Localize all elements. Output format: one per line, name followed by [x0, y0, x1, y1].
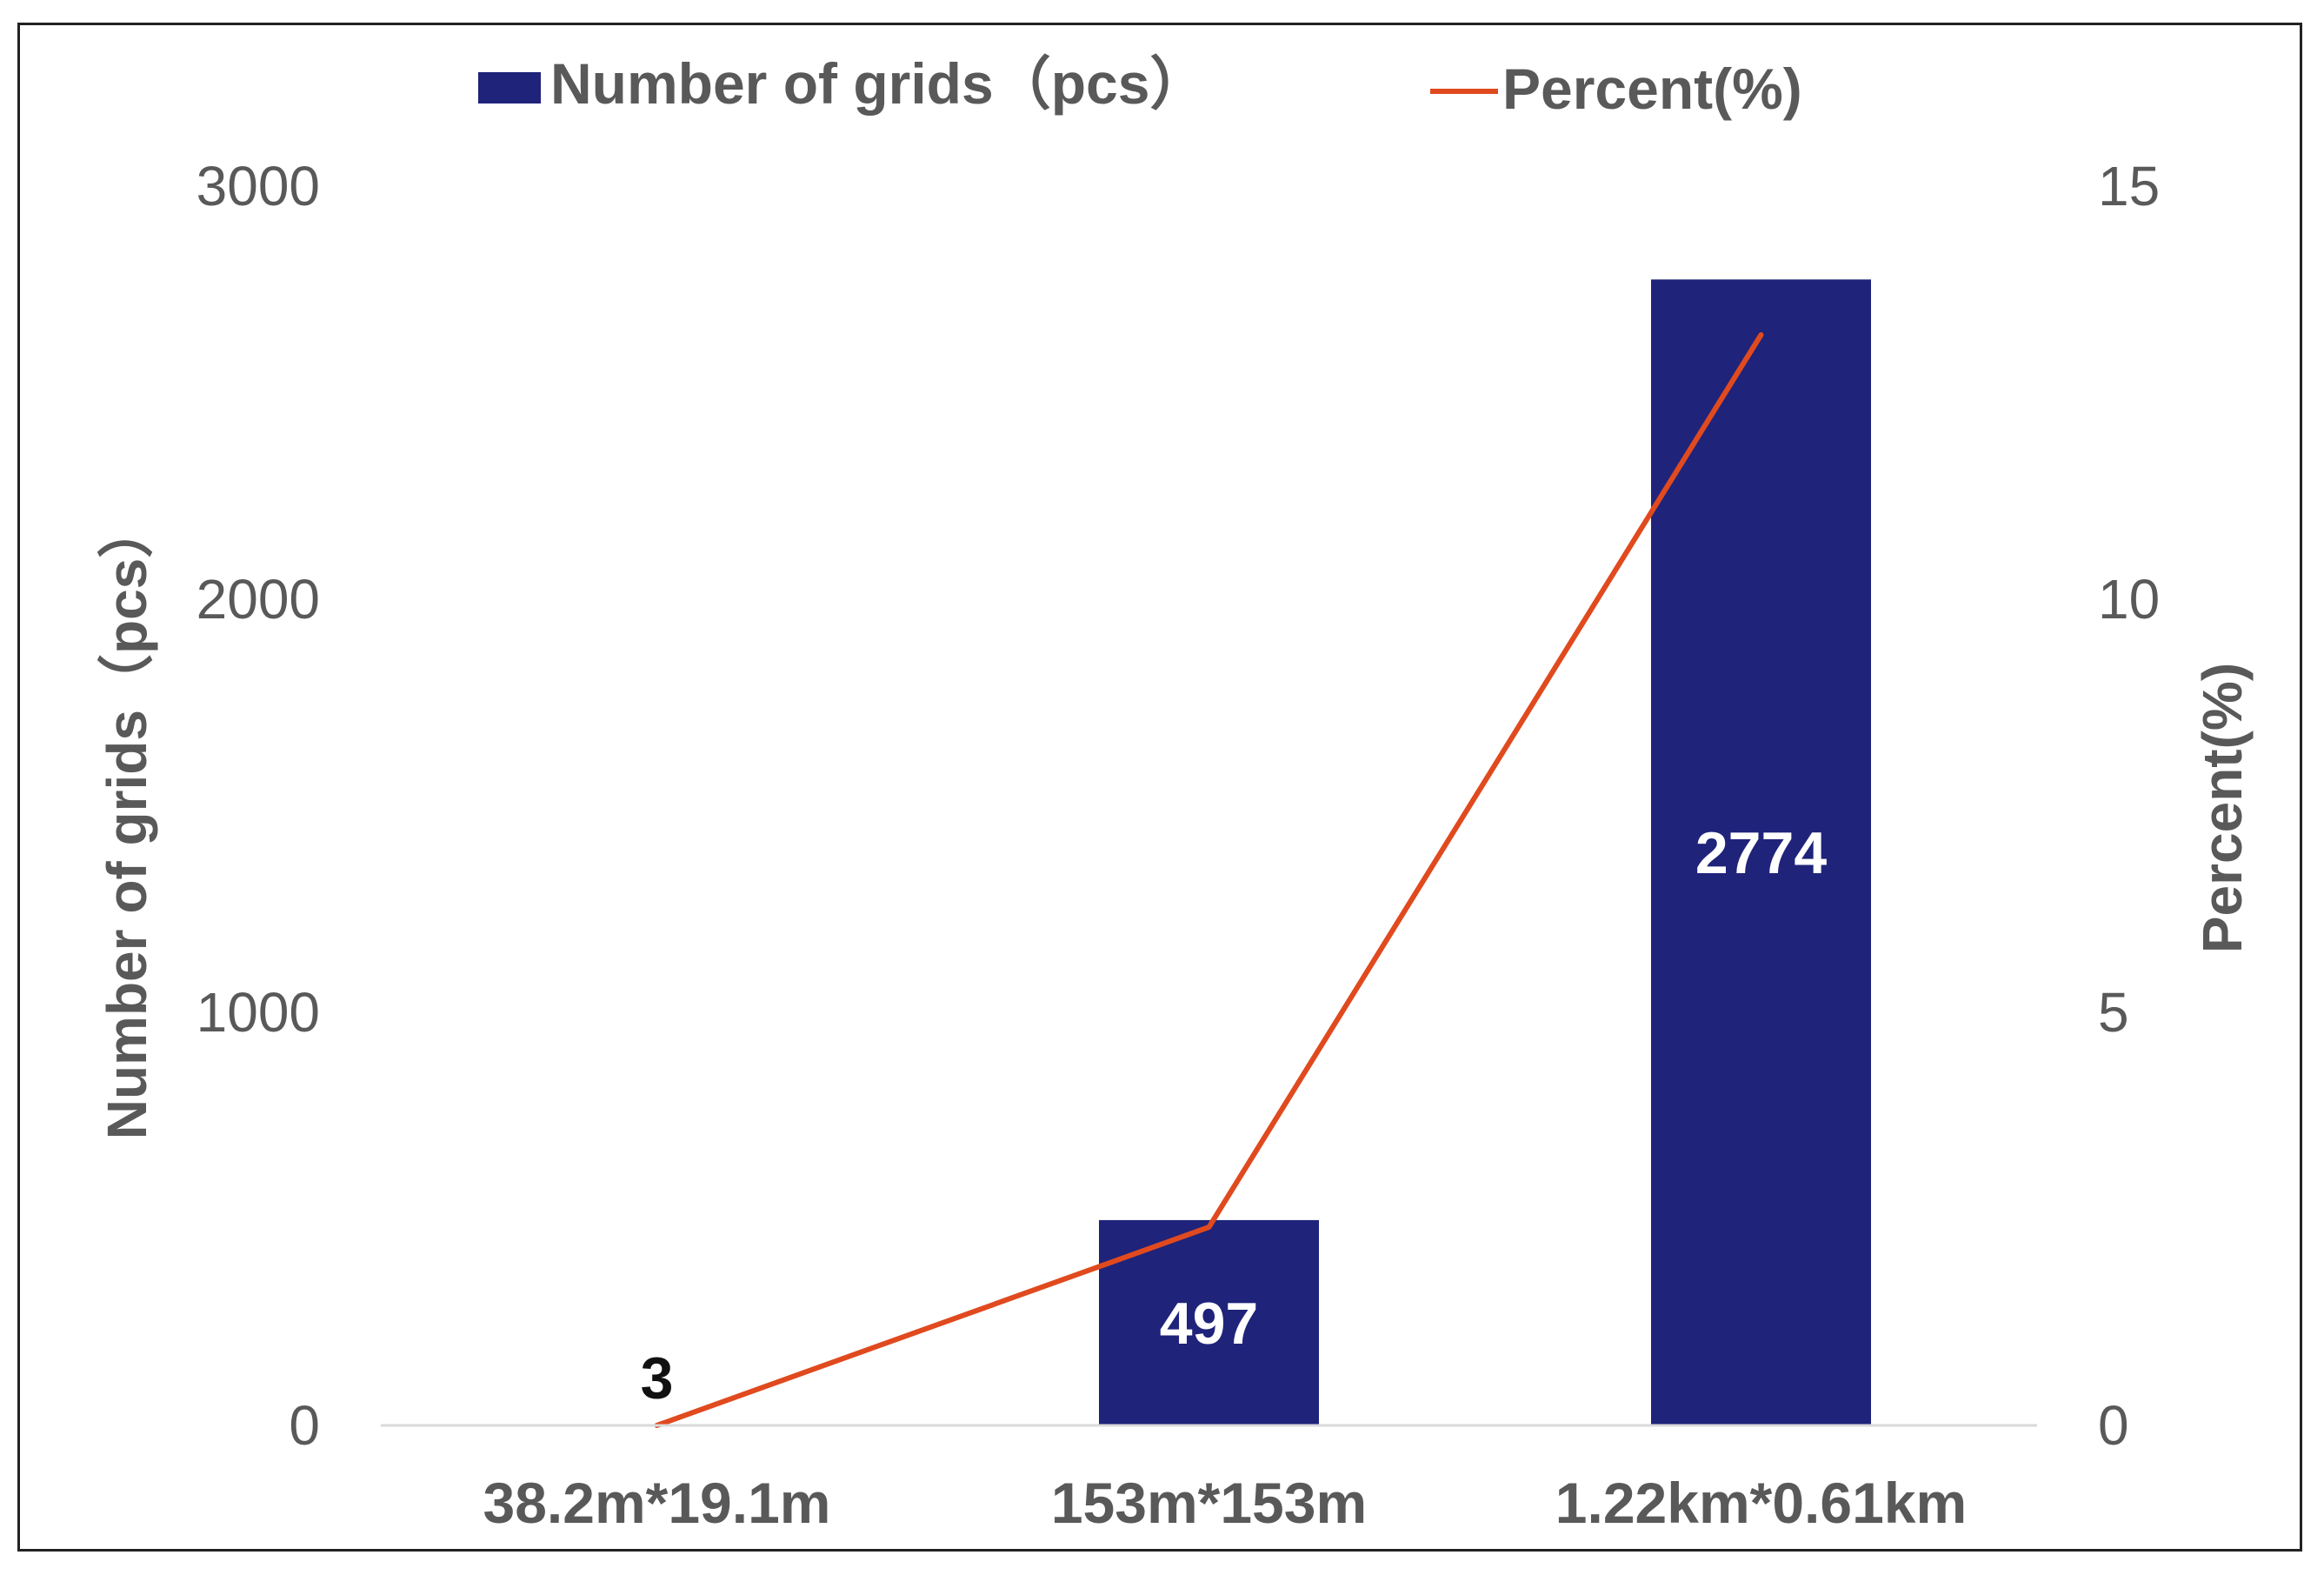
- y-tick-label-left: 1000: [196, 981, 320, 1044]
- y-tick-label-left: 0: [289, 1394, 320, 1457]
- legend-bar-label: Number of grids（pcs）: [550, 51, 1207, 116]
- percent-point-3: [1760, 334, 1762, 336]
- y-tick-label-right: 0: [2098, 1394, 2129, 1457]
- data-label-2: 497: [1160, 1291, 1258, 1357]
- chart-frame: Number of grids（pcs） Percent(%) 0 1000 2000…: [17, 23, 2302, 1552]
- x-tick-label: 153m*153m: [1051, 1471, 1367, 1535]
- legend-line-label: Percent(%): [1502, 57, 1802, 121]
- y-tick-label-left: 3000: [196, 155, 320, 217]
- x-tick-label: 38.2m*19.1m: [483, 1471, 831, 1535]
- y-axis-left: 0 1000 2000 3000 Number of grids（pcs）: [96, 155, 320, 1457]
- y-tick-label-right: 10: [2098, 568, 2160, 631]
- legend: Number of grids（pcs） Percent(%): [478, 51, 1802, 121]
- y-tick-label-left: 2000: [196, 568, 320, 631]
- x-tick-label: 1.22km*0.61km: [1555, 1471, 1967, 1535]
- y-axis-right: 0 5 10 15 Percent(%): [2098, 155, 2254, 1457]
- legend-bar-swatch: [478, 72, 541, 103]
- y-axis-title-left: Number of grids（pcs）: [96, 503, 158, 1140]
- y-tick-label-right: 5: [2098, 981, 2129, 1044]
- x-axis: 38.2m*19.1m 153m*153m 1.22km*0.61km: [381, 1424, 2037, 1535]
- data-labels: 3 497 2774: [641, 820, 1828, 1411]
- bar-3: [1651, 279, 1871, 1426]
- data-label-3: 2774: [1695, 820, 1827, 886]
- bars: [547, 279, 1871, 1426]
- y-axis-title-right: Percent(%): [2191, 663, 2254, 953]
- y-tick-label-right: 15: [2098, 155, 2160, 217]
- percent-point-2: [1208, 1226, 1210, 1228]
- data-label-1: 3: [641, 1345, 674, 1411]
- chart-svg: Number of grids（pcs） Percent(%) 0 1000 2000…: [96, 51, 2254, 1535]
